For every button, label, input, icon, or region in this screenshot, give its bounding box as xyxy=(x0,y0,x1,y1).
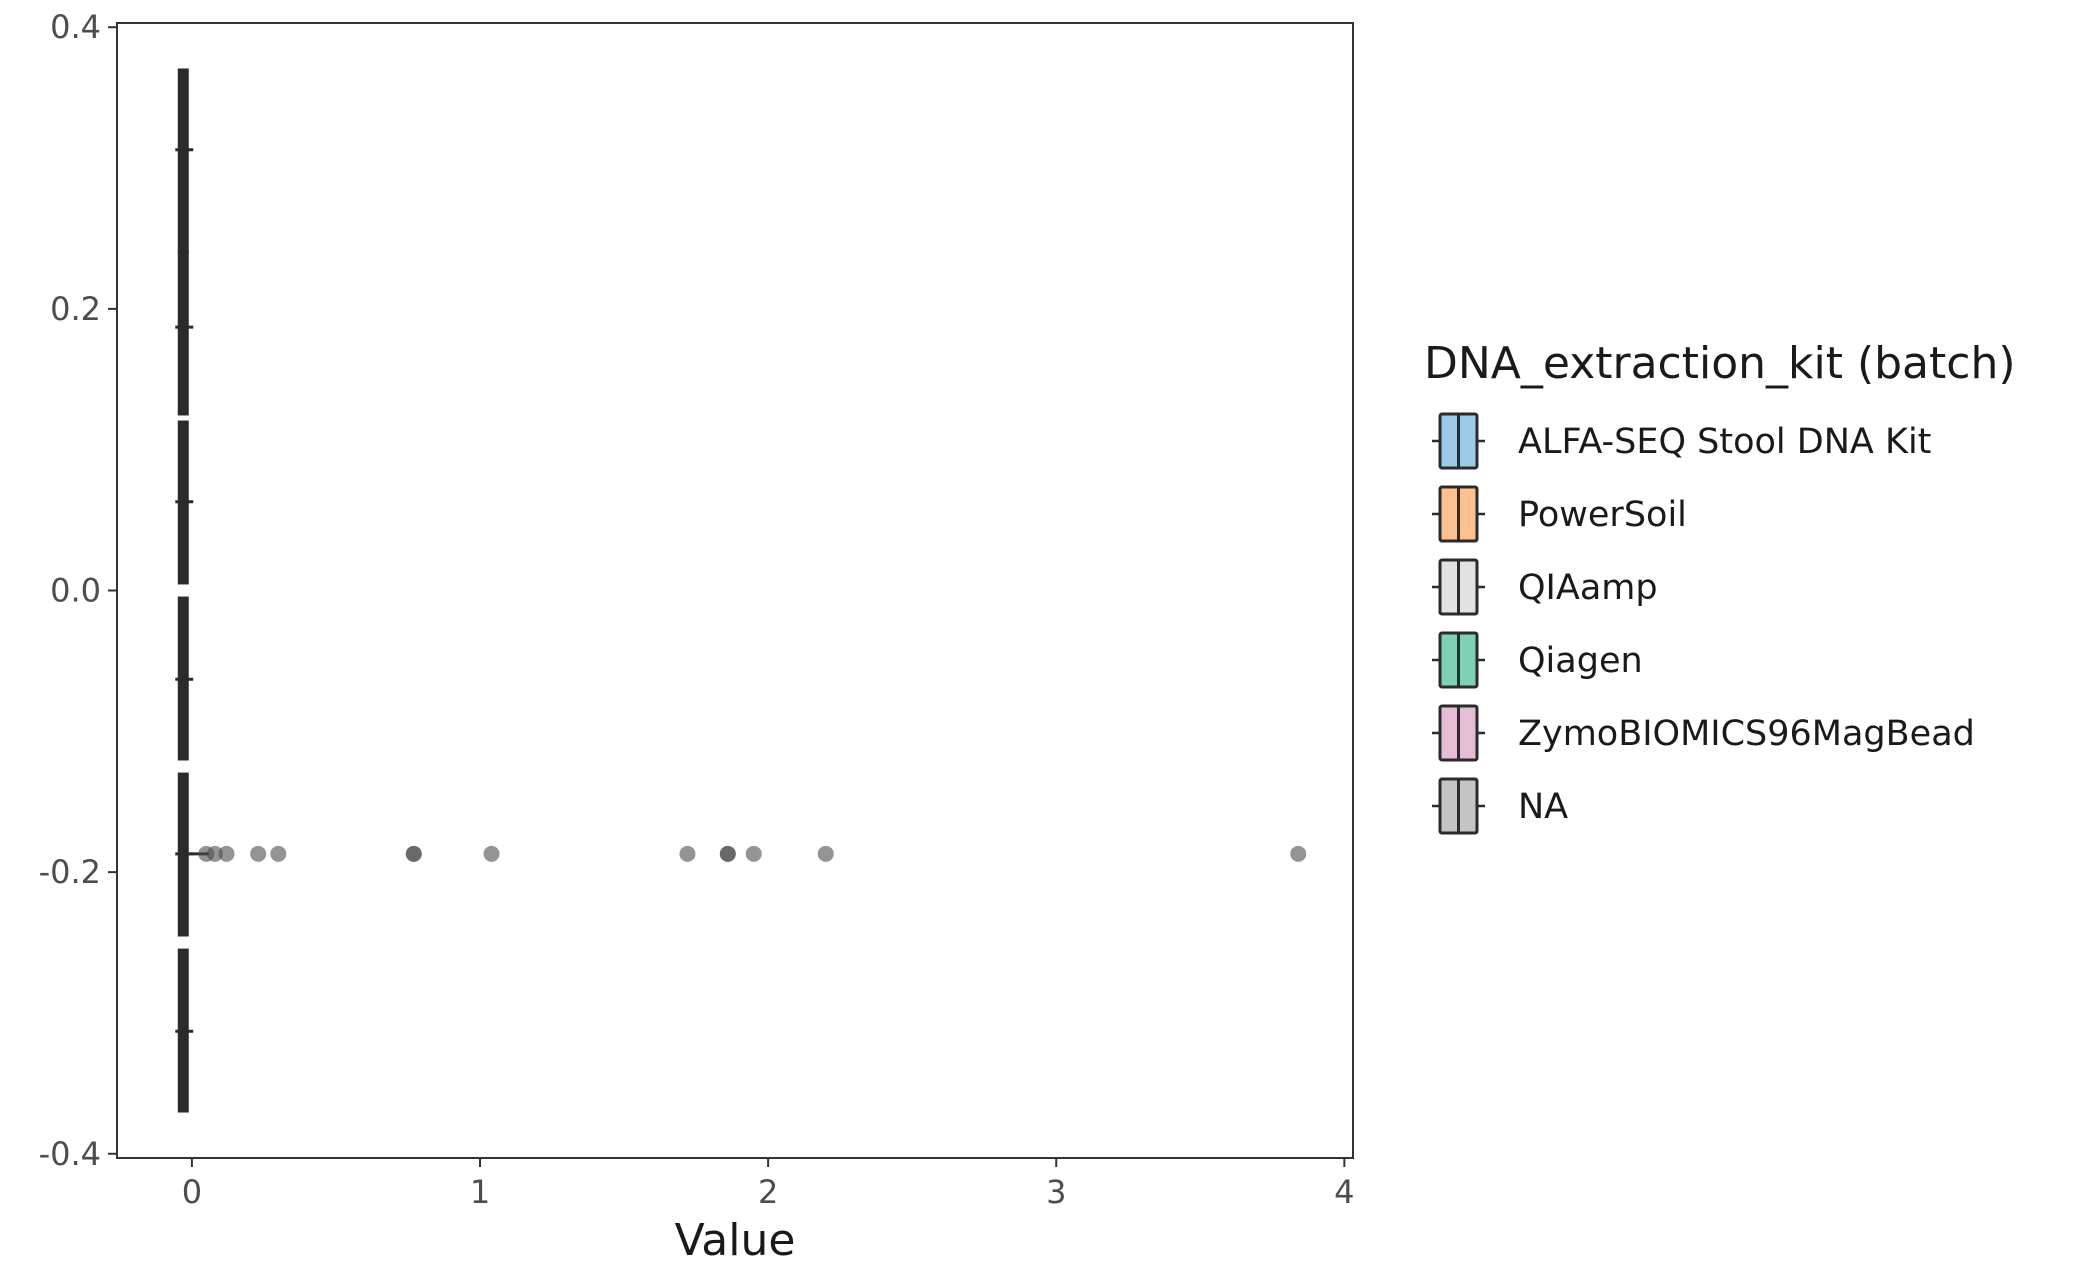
legend-item: ZymoBIOMICS96MagBead xyxy=(1432,704,1975,762)
outlier-point xyxy=(206,845,223,862)
outliers-layer xyxy=(183,845,1307,862)
legend-label: PowerSoil xyxy=(1518,495,1687,535)
x-axis: 0 1 2 3 4 xyxy=(182,1158,1355,1211)
outlier-point xyxy=(745,845,762,862)
outlier-point xyxy=(679,845,696,862)
x-tick-label: 1 xyxy=(470,1173,490,1211)
x-tick-label: 2 xyxy=(758,1173,778,1211)
outlier-point xyxy=(483,845,500,862)
legend-item: QIAamp xyxy=(1432,558,1658,616)
y-tick-label: 0.0 xyxy=(50,572,101,610)
outlier-point xyxy=(250,845,267,862)
x-axis-title: Value xyxy=(675,1215,796,1266)
box xyxy=(177,68,189,254)
outlier-point xyxy=(817,845,834,862)
y-tick-label: 0.2 xyxy=(50,290,101,328)
y-tick-label: -0.2 xyxy=(39,853,101,891)
legend-item: Qiagen xyxy=(1432,631,1643,689)
legend-label: Qiagen xyxy=(1518,641,1643,681)
legend-title: DNA_extraction_kit (batch) xyxy=(1424,338,2016,389)
legend-label: ALFA-SEQ Stool DNA Kit xyxy=(1518,422,1931,462)
legend-label: ZymoBIOMICS96MagBead xyxy=(1518,714,1975,754)
legend-label: QIAamp xyxy=(1518,568,1658,608)
box xyxy=(177,251,189,416)
legend-item: NA xyxy=(1432,777,1568,835)
x-tick-label: 4 xyxy=(1334,1173,1354,1211)
y-axis: -0.4 -0.2 0.0 0.2 0.4 xyxy=(39,8,117,1173)
outlier-point xyxy=(218,845,235,862)
y-tick-label: 0.4 xyxy=(50,8,101,46)
outlier-point xyxy=(270,845,287,862)
legend: DNA_extraction_kit (batch) ALFA-SEQ Stoo… xyxy=(1424,338,2016,835)
y-tick-label: -0.4 xyxy=(39,1135,101,1173)
outlier-point xyxy=(405,845,422,862)
outlier-point xyxy=(719,845,736,862)
legend-label: NA xyxy=(1518,787,1568,827)
x-tick-label: 3 xyxy=(1046,1173,1066,1211)
legend-item: ALFA-SEQ Stool DNA Kit xyxy=(1432,412,1931,470)
outlier-point xyxy=(1290,845,1307,862)
x-tick-label: 0 xyxy=(182,1173,202,1211)
legend-item: PowerSoil xyxy=(1432,485,1687,543)
